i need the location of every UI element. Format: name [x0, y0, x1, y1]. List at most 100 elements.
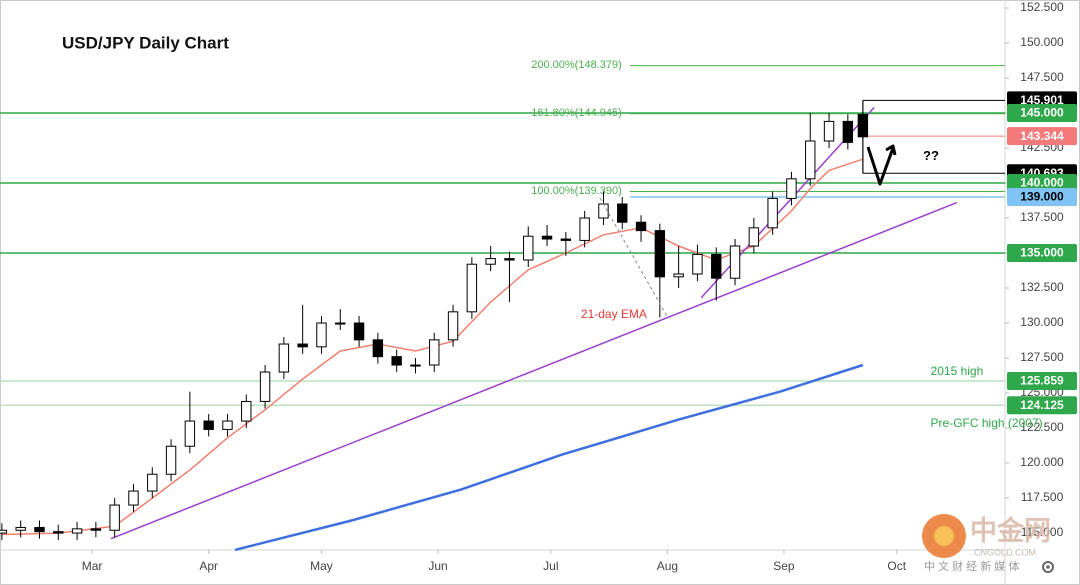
- y-tick-label: 120.000: [1020, 455, 1064, 469]
- candle-body: [316, 322, 327, 348]
- candle-body: [259, 371, 271, 402]
- y-tick-label: 147.500: [1020, 70, 1064, 84]
- price-label: 145.000: [1020, 106, 1064, 120]
- candle-body: [165, 445, 177, 475]
- price-label-box: [1007, 372, 1077, 391]
- candle-body: [541, 235, 553, 240]
- logo-tagline: 中 文 财 经 新 媒 体: [924, 559, 1019, 573]
- annotation: Pre-GFC high (2007): [931, 416, 1043, 430]
- candle-body: [711, 253, 722, 279]
- candle-body: [278, 343, 290, 373]
- candle-body: [335, 322, 346, 325]
- annotation: 2015 high: [931, 364, 984, 378]
- overlay-line: [1, 158, 864, 536]
- x-tick-label: May: [310, 559, 333, 573]
- x-tick-label: Jun: [428, 559, 447, 573]
- candle-body: [128, 490, 139, 506]
- candle-body: [15, 526, 26, 531]
- candle-body: [297, 343, 308, 348]
- candle-body: [560, 238, 572, 241]
- annotation: ??: [923, 148, 939, 163]
- price-label: 125.859: [1020, 374, 1064, 388]
- watermark: 中金网 CNGOLD.COM 中 文 财 经 新 媒 体: [922, 514, 1051, 573]
- candle-body: [109, 504, 120, 531]
- candle-body: [372, 339, 384, 358]
- candle-body: [147, 473, 158, 492]
- candle-body: [673, 273, 684, 278]
- candle-body: [692, 253, 703, 275]
- candle-body: [410, 364, 421, 367]
- price-label-box: [1007, 396, 1077, 415]
- price-label-box: [1007, 174, 1077, 193]
- price-label-box: [1007, 188, 1077, 207]
- x-tick-label: Aug: [657, 559, 678, 573]
- y-tick-label: 137.500: [1020, 210, 1064, 224]
- pattern-line: [599, 197, 669, 319]
- x-tick-label: Oct: [887, 559, 906, 573]
- candle-body: [805, 140, 816, 180]
- candle-body: [71, 528, 83, 534]
- y-tick-label: 115.000: [1021, 525, 1064, 539]
- x-tick-label: Mar: [82, 559, 103, 573]
- price-label: 124.125: [1020, 398, 1064, 412]
- candle-body: [447, 311, 459, 341]
- candle-body: [90, 528, 102, 531]
- y-tick-label: 130.000: [1020, 315, 1064, 329]
- y-tick-label: 117.500: [1021, 490, 1064, 504]
- candle-body: [748, 227, 760, 247]
- candle-body: [617, 203, 628, 223]
- candle-body: [842, 120, 854, 143]
- candle-body: [222, 420, 233, 430]
- logo-inner: [934, 526, 954, 546]
- fib-label: 161.80%(144.945): [531, 107, 622, 119]
- candle-body: [34, 526, 45, 533]
- candle-body: [523, 235, 534, 261]
- direction-arrow: [866, 144, 897, 186]
- candle-body: [635, 221, 647, 232]
- candle-body: [729, 245, 741, 279]
- fib-label: 200.00%(148.379): [531, 59, 622, 71]
- price-label-box: [1007, 127, 1077, 146]
- fib-label: 100.00%(139.390): [531, 185, 622, 197]
- price-label: 145.901: [1020, 93, 1064, 107]
- price-label-box: [1007, 103, 1077, 122]
- candle-body: [767, 197, 778, 229]
- overlay-line: [234, 363, 864, 552]
- y-tick-label: 132.500: [1020, 280, 1064, 294]
- candle-body: [504, 258, 515, 261]
- candle-body: [353, 322, 365, 341]
- price-label-box: [1007, 244, 1077, 263]
- candle-body: [654, 230, 666, 278]
- annotation: 21-day EMA: [581, 307, 647, 321]
- settings-icon[interactable]: [1042, 561, 1054, 573]
- price-label: 143.344: [1020, 129, 1064, 143]
- overlay-line: [110, 201, 958, 540]
- candle-body: [429, 339, 440, 366]
- candle-body: [0, 529, 8, 534]
- x-tick-label: Apr: [199, 559, 218, 573]
- y-tick-label: 122.500: [1020, 420, 1064, 434]
- price-label: 139.000: [1020, 190, 1064, 204]
- candle-body: [391, 356, 402, 366]
- candle-body: [184, 420, 196, 447]
- candle-body: [823, 120, 835, 142]
- candle-body: [203, 420, 214, 430]
- chart-title: USD/JPY Daily Chart: [62, 33, 229, 52]
- y-tick-label: 127.500: [1020, 350, 1064, 364]
- candle-body: [241, 400, 252, 422]
- candle-body: [579, 217, 590, 241]
- candle-body: [485, 258, 496, 265]
- y-tick-label: 152.500: [1020, 0, 1064, 14]
- candle-body: [466, 263, 478, 313]
- candle-body: [786, 178, 797, 199]
- candle-body: [53, 531, 64, 534]
- plot: 115.000117.500120.000122.500125.000127.5…: [0, 0, 1077, 573]
- candle-body: [857, 113, 869, 138]
- price-label: 135.000: [1020, 246, 1064, 260]
- x-tick-label: Sep: [773, 559, 795, 573]
- price-label: 140.000: [1020, 176, 1064, 190]
- y-tick-label: 150.000: [1020, 35, 1064, 49]
- logo-site: CNGOLD.COM: [974, 547, 1036, 557]
